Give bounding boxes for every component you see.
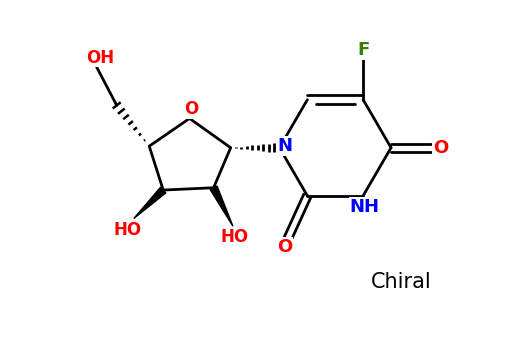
Text: N: N bbox=[278, 137, 292, 155]
Text: O: O bbox=[184, 100, 198, 118]
Text: O: O bbox=[278, 238, 292, 256]
Text: HO: HO bbox=[114, 221, 142, 239]
Text: NH: NH bbox=[350, 198, 380, 216]
Text: F: F bbox=[357, 41, 369, 59]
Text: Chiral: Chiral bbox=[371, 273, 432, 293]
Text: OH: OH bbox=[87, 48, 115, 67]
Polygon shape bbox=[134, 187, 166, 219]
Text: O: O bbox=[433, 139, 449, 157]
Text: HO: HO bbox=[221, 228, 248, 246]
Polygon shape bbox=[210, 186, 233, 226]
